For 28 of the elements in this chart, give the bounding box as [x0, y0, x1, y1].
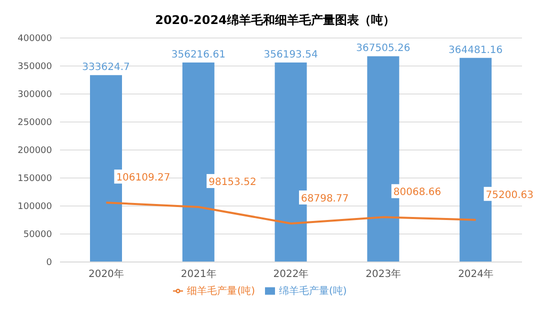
data-label: 80068.66 [393, 187, 442, 198]
data-label: 364481.16 [448, 44, 503, 56]
legend-label: 绵羊毛产量(吨) [279, 286, 347, 297]
x-tick-label: 2021年 [180, 268, 216, 280]
legend-label: 细羊毛产量(吨) [187, 286, 255, 297]
y-tick-label: 100000 [18, 202, 52, 212]
y-tick-label: 400000 [18, 34, 52, 44]
x-tick-label: 2024年 [458, 268, 494, 280]
data-label: 333624.7 [82, 62, 130, 74]
y-tick-label: 300000 [18, 90, 52, 100]
y-tick-label: 50000 [23, 230, 52, 240]
data-label: 75200.63 [486, 190, 534, 201]
y-tick-label: 350000 [18, 62, 52, 72]
y-tick-label: 150000 [18, 174, 52, 184]
y-tick-label: 200000 [18, 146, 52, 156]
x-tick-label: 2023年 [366, 268, 402, 280]
data-label: 367505.26 [356, 43, 410, 54]
x-tick-label: 2020年 [88, 268, 124, 280]
y-tick-label: 0 [46, 258, 52, 268]
data-label: 356193.54 [264, 50, 318, 61]
x-tick-label: 2022年 [273, 268, 309, 280]
y-tick-label: 250000 [18, 118, 52, 128]
chart-title: 2020-2024绵羊毛和细羊毛产量图表（吨） [154, 12, 396, 29]
data-label: 106109.27 [116, 172, 170, 184]
data-label: 98153.52 [208, 177, 256, 188]
line-series [105, 202, 477, 224]
data-label: 68798.77 [301, 193, 349, 204]
data-label: 356216.61 [171, 50, 226, 61]
